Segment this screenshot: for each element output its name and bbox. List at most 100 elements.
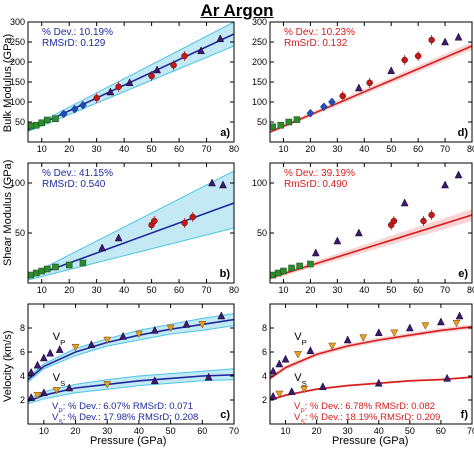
band-lower-line <box>28 379 234 405</box>
marker-triangle <box>454 32 463 41</box>
marker-orange-triangle <box>198 321 207 329</box>
marker-square <box>274 269 282 277</box>
x-tick-label: 10 <box>37 285 47 295</box>
x-tick-label: 20 <box>71 426 81 436</box>
x-tick-label: 80 <box>467 144 474 154</box>
panel-a: 10 20 30 40 50 60 70 80 50 100 150 200 250 300 % Dev.:… <box>10 17 239 154</box>
marker-circle <box>181 52 188 60</box>
x-tick-label: 70 <box>202 285 212 295</box>
panel-c: 10 20 30 40 50 60 70 2 4 6 8 VP: % Dev.: 6.07% RMSr… <box>20 303 239 436</box>
y-tick-label: 4 <box>20 371 25 381</box>
marker-square <box>277 121 285 129</box>
xlabel-left: Pressure (GPa) <box>90 435 167 447</box>
y-tick-label: 250 <box>10 37 25 47</box>
marker-triangle <box>443 373 452 382</box>
marker-square <box>270 123 276 131</box>
y-tick-label: 8 <box>262 323 267 333</box>
y-tick-label: 100 <box>10 178 25 188</box>
marker-triangle <box>153 65 161 74</box>
marker-orange-triangle <box>52 387 61 395</box>
marker-square <box>296 262 303 270</box>
label-vs: VS <box>53 372 65 388</box>
x-tick-label: 50 <box>405 426 415 436</box>
stats-vp: VP: % Dev.: 6.07% RMSrD: 0.071 <box>52 401 193 415</box>
fit-line <box>270 214 472 279</box>
plot-area <box>28 311 234 405</box>
marker-circle <box>428 211 435 219</box>
marker-triangle <box>216 34 225 43</box>
y-tick-label: 6 <box>20 347 25 357</box>
x-tick-label: 40 <box>359 285 369 295</box>
marker-triangle <box>318 382 327 391</box>
marker-circle <box>181 219 188 227</box>
marker-triangle <box>39 388 48 397</box>
uncertainty-band <box>270 324 472 381</box>
marker-square <box>285 118 293 126</box>
stats-line: RMSrD: 0.129 <box>42 38 106 49</box>
y-tick-label: 200 <box>252 57 267 67</box>
panel-frame <box>269 162 473 284</box>
x-tick-label: 10 <box>37 144 47 154</box>
marker-triangle <box>114 233 123 242</box>
marker-square <box>38 119 45 127</box>
marker-square <box>307 260 314 268</box>
panel-letter: e) <box>458 268 468 280</box>
plot-area <box>270 32 472 134</box>
x-tick-label: 40 <box>119 144 129 154</box>
panel-letter: c) <box>220 409 230 421</box>
marker-orange-triangle <box>300 385 309 394</box>
marker-circle <box>93 94 100 102</box>
fit-line <box>28 374 234 402</box>
marker-circle <box>339 92 346 100</box>
marker-triangle <box>150 376 159 385</box>
y-tick-label: 200 <box>10 57 25 67</box>
stats-line: % Dev.: 39.19% <box>284 168 355 179</box>
marker-triangle <box>354 83 363 92</box>
panel-frame <box>27 162 235 284</box>
x-tick-label: 10 <box>39 426 49 436</box>
marker-triangle <box>125 78 134 87</box>
x-tick-label: 50 <box>386 285 396 295</box>
marker-square <box>28 271 34 279</box>
marker-triangle <box>87 340 96 349</box>
marker-triangle <box>400 198 409 207</box>
band-lower-line <box>28 325 234 383</box>
x-tick-label: 30 <box>102 426 112 436</box>
y-tick-label: 250 <box>252 37 267 47</box>
y-tick-label: 100 <box>10 97 25 107</box>
panel-frame <box>269 303 473 425</box>
marker-triangle <box>441 37 449 46</box>
stats-line: RMSrD: 0.540 <box>42 179 106 190</box>
marker-diamond <box>70 104 79 114</box>
ylabel-shear: Shear Modulus (GPa) <box>2 159 14 266</box>
y-tick-label: 4 <box>262 371 267 381</box>
marker-circle <box>170 61 177 69</box>
x-tick-label: 80 <box>229 285 239 295</box>
marker-triangle <box>374 328 383 337</box>
x-tick-label: 40 <box>359 144 369 154</box>
stats-vs: VS: % Dev.: 18.19% RMSrD: 0.209 <box>294 412 440 426</box>
ylabel-bulk: Bulk Modulus (GPa) <box>2 33 14 133</box>
marker-square <box>65 261 73 269</box>
x-tick-label: 30 <box>332 144 342 154</box>
stats-line: % Dev.: 41.15% <box>42 168 113 179</box>
x-tick-label: 80 <box>467 285 474 295</box>
x-tick-label: 50 <box>147 285 157 295</box>
band-lower-line <box>28 227 234 281</box>
y-tick-label: 50 <box>15 228 25 238</box>
marker-circle <box>428 36 435 44</box>
x-tick-label: 60 <box>174 285 184 295</box>
marker-triangle <box>204 372 213 381</box>
marker-orange-triangle <box>275 390 284 399</box>
marker-square <box>52 115 59 123</box>
fit-line <box>270 45 472 133</box>
x-tick-label: 20 <box>64 144 74 154</box>
panel-letter: a) <box>220 127 230 139</box>
marker-triangle <box>437 317 445 326</box>
x-tick-label: 30 <box>92 285 102 295</box>
x-tick-label: 80 <box>229 144 239 154</box>
marker-triangle <box>270 366 278 375</box>
band-upper-line <box>28 368 234 400</box>
panel-frame <box>27 303 235 425</box>
